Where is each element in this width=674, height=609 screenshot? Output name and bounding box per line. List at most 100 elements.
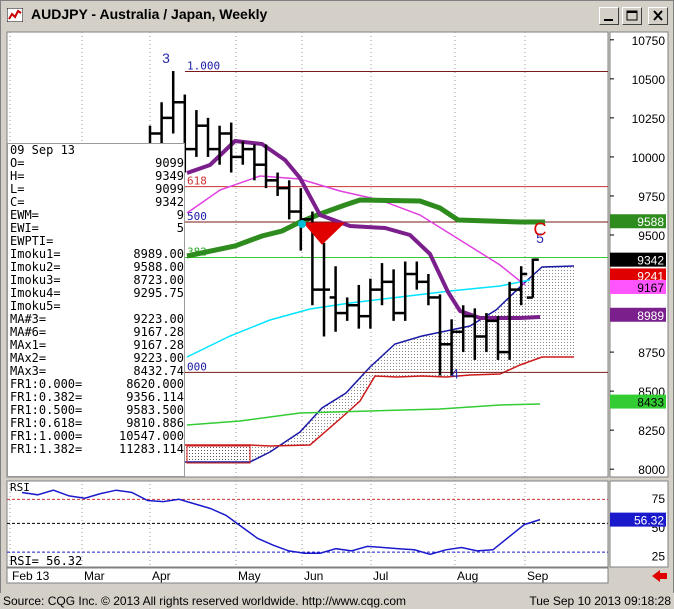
readout-label: EWPTI= [10,234,54,248]
readout-label: O= [10,156,25,170]
readout-label: Imoku2= [10,260,61,274]
readout-value: 9356.114 [126,390,184,404]
time-axis-label: Aug [457,569,478,583]
price-tick-label: 8250 [638,424,665,438]
readout-value: 9810.886 [126,416,184,430]
readout-label: Imoku1= [10,247,61,261]
readout-value: 9223.00 [133,312,184,326]
close-button[interactable] [648,7,668,25]
readout-label: H= [10,169,25,183]
readout-row: Imoku5= [10,300,184,313]
readout-value: 8723.00 [133,273,184,287]
fib-level-label: 1.000 [187,60,220,73]
wave-label: 4 [451,366,459,382]
readout-row: Imoku1= 8989.00 [10,248,184,261]
readout-label: FR1:0.382= [10,390,83,404]
window-title: AUDJPY - Australia / Japan, Weekly [31,6,268,22]
scroll-left-arrow-icon [652,570,667,582]
readout-row: FR1:0.500= 9583.500 [10,404,184,417]
readout-value: 9099 [155,156,184,170]
readout-label: MAx1= [10,338,47,352]
fib-level-label: 500 [187,210,207,223]
ichimoku-cloud-fill [185,266,574,462]
cyan-ma-line [186,279,531,358]
maximize-button[interactable] [622,7,642,25]
price-tick-label: 9750 [638,190,665,204]
readout-value: 9099 [155,182,184,196]
time-axis-label: Sep [527,569,549,583]
readout-value: 9 [176,208,184,222]
readout-row: Imoku4= 9295.75 [10,287,184,300]
signal-dot-icon [298,220,306,228]
price-tag-label: 9167 [637,281,664,295]
readout-label: FR1:0.000= [10,377,83,391]
footer-timestamp: Tue Sep 10 2013 09:18:28 [529,594,671,608]
readout-row: EWM= 9 [10,209,184,222]
time-axis-label: May [238,569,261,583]
readout-row: FR1:0.382= 9356.114 [10,391,184,404]
readout-label: MA#6= [10,325,47,339]
minimize-button[interactable] [599,7,619,25]
readout-value: 8989.00 [133,247,184,261]
rsi-line [21,489,541,556]
readout-date: 09 Sep 13 [10,143,76,157]
price-tag-label: 9241 [637,269,664,283]
chart-app-icon [7,8,23,22]
time-axis-label: Jun [304,569,323,583]
data-readout-panel: 09 Sep 13 O= 9099 H= 9349 L= 9099 C= 9342 EWM= 9 E… [7,143,185,477]
sell-signal-triangle-icon [302,222,346,245]
readout-row: MAx1= 9167.28 [10,339,184,352]
wave-label: 3 [162,50,170,66]
price-tick-label: 9500 [638,229,665,243]
readout-label: EWM= [10,208,39,222]
readout-row: Imoku2= 9588.00 [10,261,184,274]
fib-level-label: 000 [187,360,207,373]
readout-label: Imoku4= [10,286,61,300]
rsi-tick-label: 25 [652,550,666,564]
rsi-tick-label: 75 [652,492,666,506]
readout-row: FR1:0.000= 8620.000 [10,378,184,391]
price-tag [610,279,666,294]
readout-value: 5 [176,221,184,235]
readout-value: 8432.74 [133,364,184,378]
readout-row: C= 9342 [10,196,184,209]
price-tag-label: 8433 [637,396,664,410]
fib-level-label: 618 [187,175,207,188]
readout-row: Imoku3= 8723.00 [10,274,184,287]
time-axis-label: Apr [152,569,171,583]
readout-label: FR1:0.500= [10,403,83,417]
readout-row: H= 9349 [10,170,184,183]
price-tag [610,214,666,229]
source-credit: Source: CQG Inc. © 2013 All rights reser… [3,594,407,608]
chart-area[interactable]: 8000825085008750900092509500975010000102… [0,0,674,593]
readout-value: 9167.28 [133,325,184,339]
readout-row: FR1:1.000= 10547.000 [10,430,184,443]
time-axis-label: Feb 13 [12,569,50,583]
time-axis-label: Mar [84,569,105,583]
price-tag-label: 8989 [637,309,664,323]
price-tag-label: 9342 [637,254,664,268]
readout-value: 10547.000 [118,429,184,443]
readout-value: 9167.28 [133,338,184,352]
title-bar[interactable]: AUDJPY - Australia / Japan, Weekly [3,3,669,28]
readout-row: MAx3= 8432.74 [10,365,184,378]
price-tag [610,268,666,283]
price-tag [610,307,666,322]
close-icon [653,10,663,21]
readout-label: FR1:1.000= [10,429,83,443]
magenta-ma-line [186,175,526,286]
price-tick-label: 10750 [632,34,666,48]
readout-value: 9223.00 [133,351,184,365]
readout-label: MAx3= [10,364,47,378]
readout-row: EWPTI= [10,235,184,248]
readout-value: 9583.500 [126,403,184,417]
readout-label: Imoku3= [10,273,61,287]
price-tag-label: 9588 [637,215,664,229]
readout-row: EWI= 5 [10,222,184,235]
cloud-lower-line [185,356,574,447]
readout-label: MAx2= [10,351,47,365]
price-tick-label: 10500 [632,73,666,87]
readout-value: 9342 [155,195,184,209]
readout-label: Imoku5= [10,299,61,313]
price-tag [610,252,666,267]
